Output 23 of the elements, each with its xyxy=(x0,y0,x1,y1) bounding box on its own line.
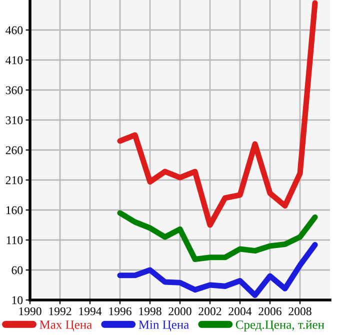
x-tick-label: 1996 xyxy=(109,307,132,316)
y-tick-label: 460 xyxy=(6,26,23,34)
x-tick-label: 2004 xyxy=(228,307,252,316)
x-tick-label: 1992 xyxy=(49,307,72,316)
y-tick-label: 410 xyxy=(6,56,23,64)
x-tick-label: 2008 xyxy=(288,307,312,316)
y-tick-label: 360 xyxy=(6,86,23,94)
y-tick-label: 110 xyxy=(6,236,23,244)
y-tick-label: 260 xyxy=(6,146,23,154)
legend-label: Max Цена xyxy=(40,320,92,332)
y-tick-label: 310 xyxy=(6,116,23,124)
x-tick-label: 2002 xyxy=(198,307,222,316)
x-tick-label: 2000 xyxy=(168,307,192,316)
y-tick-label: 160 xyxy=(6,206,23,214)
y-tick-label: 10 xyxy=(12,296,23,304)
x-tick-label: 1990 xyxy=(19,307,42,316)
legend-label: Min Цена xyxy=(138,320,189,332)
legend-label: Сред.Цена, т.йен xyxy=(236,320,324,332)
y-tick-label: 210 xyxy=(6,176,23,184)
x-tick-label: 1998 xyxy=(139,307,162,316)
y-tick-label: 60 xyxy=(12,266,23,274)
x-tick-label: 1994 xyxy=(79,307,102,316)
x-tick-label: 2006 xyxy=(258,307,282,316)
